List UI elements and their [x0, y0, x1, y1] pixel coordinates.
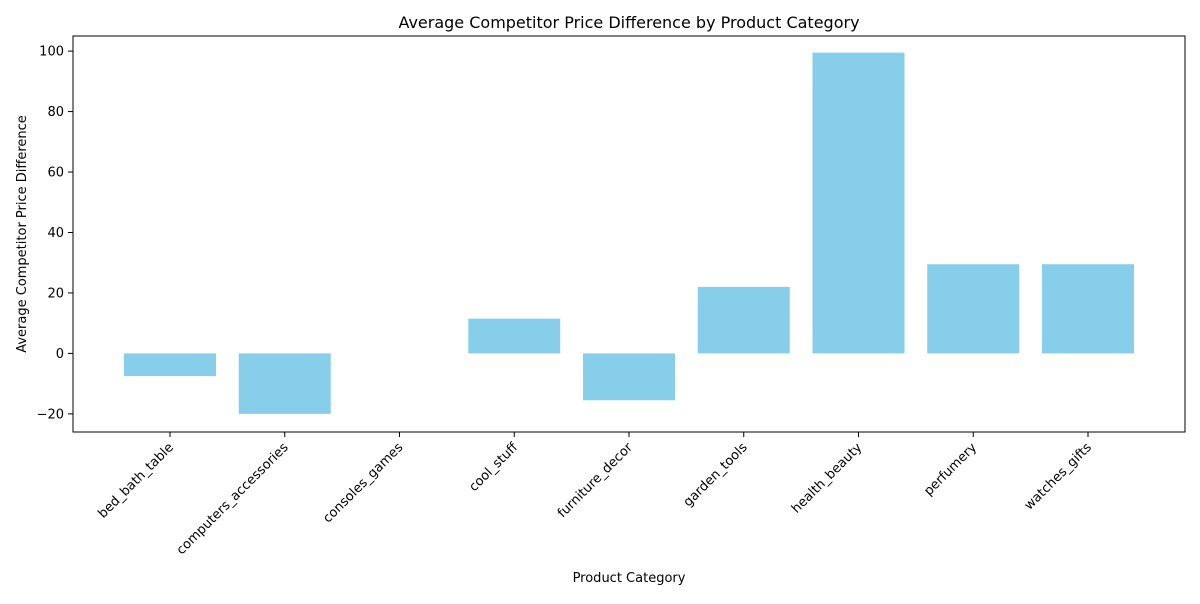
y-tick-label: 100 — [39, 45, 64, 60]
plot-frame — [72, 35, 1186, 433]
y-tick-label: 0 — [56, 347, 64, 362]
y-tick-label: 40 — [47, 226, 64, 241]
bar-bed_bath_table — [124, 353, 216, 377]
bar-garden_tools — [697, 286, 790, 354]
y-tick-label: 80 — [47, 105, 64, 120]
bar-health_beauty — [812, 52, 905, 354]
bar-perfumery — [927, 264, 1020, 354]
bars-layer — [124, 52, 1134, 414]
y-tick-label: −20 — [37, 407, 64, 422]
y-tick-label: 60 — [47, 166, 64, 181]
bar-computers_accessories — [238, 353, 331, 414]
chart-title: Average Competitor Price Difference by P… — [398, 13, 859, 32]
y-tick-label: 20 — [47, 286, 64, 301]
bar-watches_gifts — [1042, 264, 1134, 354]
y-axis-label: Average Competitor Price Difference — [15, 115, 30, 353]
bar-furniture_decor — [583, 353, 675, 401]
x-axis-label: Product Category — [573, 571, 686, 586]
bar-cool_stuff — [468, 318, 561, 354]
y-axis: −20 0 20 40 60 80 100 — [37, 45, 73, 422]
